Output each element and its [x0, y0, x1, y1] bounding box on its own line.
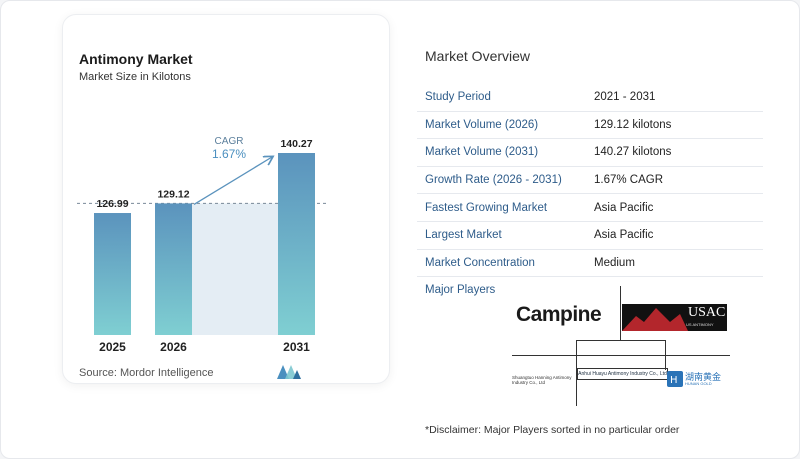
bar: [94, 213, 131, 335]
cagr-label: CAGR: [215, 136, 244, 147]
overview-row-label: Market Volume (2026): [425, 118, 539, 131]
cagr-shade: [192, 203, 278, 335]
svg-text:H: H: [670, 375, 678, 386]
x-tick-label: 2026: [160, 340, 187, 354]
bar-value-label: 126.99: [96, 198, 128, 210]
anhui-huayu-logo: Anhui Huayu Antimony Industry Co., Ltd: [577, 368, 668, 380]
divider: [665, 340, 666, 370]
divider: [576, 340, 665, 341]
overview-row: Study Period 2021 - 2031: [417, 84, 763, 112]
overview-row: Largest Market Asia Pacific: [417, 222, 763, 250]
overview-row-label: Fastest Growing Market: [425, 201, 548, 214]
chart-card: Antimony Market Market Size in Kilotons …: [62, 14, 390, 384]
bar-value-label: 129.12: [157, 188, 189, 200]
bar-value-label: 140.27: [280, 138, 312, 150]
usac-logo-text: USAC: [688, 305, 726, 320]
overview-row: Market Concentration Medium: [417, 250, 763, 278]
hunan-gold-text: 湖南黄金: [685, 373, 722, 383]
overview-row-value: 140.27 kilotons: [594, 146, 672, 159]
overview-row-label: Study Period: [425, 91, 491, 104]
overview-row-value: Asia Pacific: [594, 229, 654, 242]
hunan-gold-logo: H 湖南黄金 HUNAN GOLD: [667, 370, 727, 388]
overview-row: Market Volume (2026) 129.12 kilotons: [417, 112, 763, 140]
chart-title: Antimony Market: [79, 51, 193, 67]
overview-row-label: Growth Rate (2026 - 2031): [425, 174, 562, 187]
overview-row-value: 2021 - 2031: [594, 91, 656, 104]
usac-logo: [622, 304, 727, 331]
overview-row-value: Asia Pacific: [594, 201, 654, 214]
disclaimer-text: *Disclaimer: Major Players sorted in no …: [425, 424, 680, 436]
bar: [155, 203, 192, 335]
overview-row-label: Largest Market: [425, 229, 502, 242]
x-tick-label: 2031: [283, 340, 310, 354]
divider: [576, 340, 577, 406]
overview-row-value: 129.12 kilotons: [594, 118, 672, 131]
x-tick-label: 2025: [99, 340, 126, 354]
overview-row: Growth Rate (2026 - 2031) 1.67% CAGR: [417, 167, 763, 195]
source-text: Source: Mordor Intelligence: [79, 367, 214, 379]
hunan-gold-subtext: HUNAN GOLD: [685, 381, 712, 386]
usac-logo-subtext: US ANTIMONY: [686, 322, 714, 327]
major-players-label: Major Players: [425, 284, 496, 296]
overview-row-label: Market Concentration: [425, 256, 535, 269]
shuangtuo-logo: Shuangtuo Hanning Antimony Industry Co.,…: [512, 375, 572, 385]
overview-row-value: Medium: [594, 256, 635, 269]
chart-subtitle: Market Size in Kilotons: [79, 71, 191, 83]
cagr-arrow: [193, 157, 272, 205]
divider: [512, 355, 730, 356]
campine-logo: Campine: [516, 303, 602, 326]
overview-row-value: 1.67% CAGR: [594, 174, 664, 187]
divider: [620, 286, 621, 340]
mordor-logo-icon: [277, 365, 301, 379]
overview-row-label: Market Volume (2031): [425, 146, 539, 159]
overview-table: Study Period 2021 - 2031 Market Volume (20…: [417, 84, 763, 278]
cagr-value: 1.67%: [212, 147, 246, 161]
overview-title: Market Overview: [425, 48, 531, 64]
overview-row: Market Volume (2031) 140.27 kilotons: [417, 139, 763, 167]
bar: [278, 153, 315, 335]
overview-row: Fastest Growing Market Asia Pacific: [417, 194, 763, 222]
